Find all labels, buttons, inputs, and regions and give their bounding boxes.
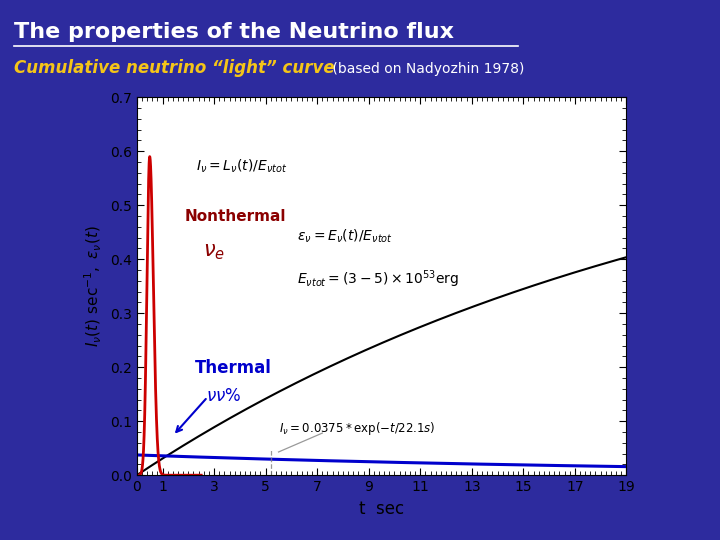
Text: $\varepsilon_\nu=E_\nu(t)/E_{\nu tot}$: $\varepsilon_\nu=E_\nu(t)/E_{\nu tot}$ (297, 227, 392, 245)
Y-axis label: $I_\nu(t)\ \mathrm{sec}^{-1},\ \varepsilon_\nu(t)$: $I_\nu(t)\ \mathrm{sec}^{-1},\ \varepsil… (84, 225, 104, 347)
X-axis label: t  sec: t sec (359, 500, 404, 518)
Text: $I_\nu=L_\nu(t)/E_{\nu tot}$: $I_\nu=L_\nu(t)/E_{\nu tot}$ (196, 157, 287, 174)
Text: (based on Nadyozhin 1978): (based on Nadyozhin 1978) (328, 62, 524, 76)
Text: $I_\nu=0.0375*\exp(-t/22.1s)$: $I_\nu=0.0375*\exp(-t/22.1s)$ (279, 420, 435, 437)
Text: $\nu\nu\%$: $\nu\nu\%$ (207, 387, 242, 405)
Text: Cumulative neutrino “light” curve: Cumulative neutrino “light” curve (14, 59, 335, 77)
Text: Nonthermal: Nonthermal (184, 210, 286, 225)
Text: $E_{\nu tot}=(3-5)\times10^{53}$erg: $E_{\nu tot}=(3-5)\times10^{53}$erg (297, 268, 459, 289)
Text: The properties of the Neutrino flux: The properties of the Neutrino flux (14, 22, 454, 42)
Text: $\nu_e$: $\nu_e$ (202, 242, 225, 262)
Text: Thermal: Thermal (195, 359, 271, 376)
